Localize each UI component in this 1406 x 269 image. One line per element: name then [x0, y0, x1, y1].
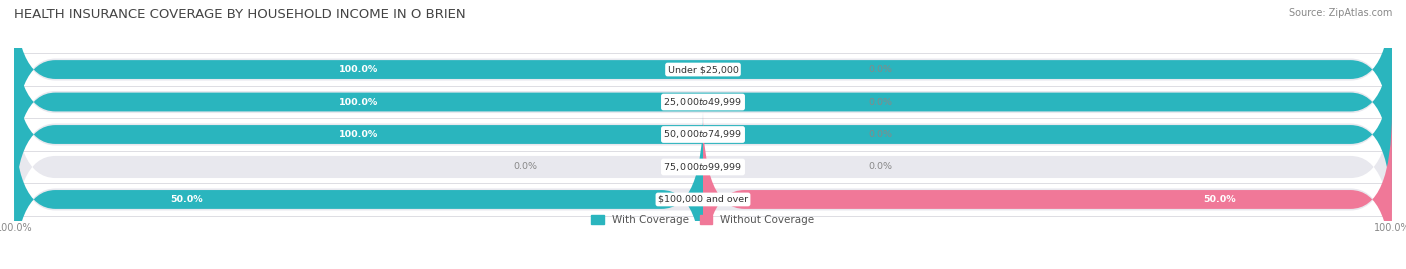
- FancyBboxPatch shape: [14, 14, 1392, 190]
- Text: 0.0%: 0.0%: [869, 162, 893, 171]
- Text: 0.0%: 0.0%: [869, 65, 893, 74]
- Text: 0.0%: 0.0%: [869, 130, 893, 139]
- FancyBboxPatch shape: [703, 111, 1392, 269]
- FancyBboxPatch shape: [14, 81, 1392, 253]
- Text: Source: ZipAtlas.com: Source: ZipAtlas.com: [1288, 8, 1392, 18]
- Text: $75,000 to $99,999: $75,000 to $99,999: [664, 161, 742, 173]
- FancyBboxPatch shape: [14, 47, 1392, 222]
- FancyBboxPatch shape: [14, 16, 1392, 188]
- Text: 100.0%: 100.0%: [339, 65, 378, 74]
- FancyBboxPatch shape: [14, 113, 1392, 269]
- FancyBboxPatch shape: [14, 48, 1392, 221]
- Legend: With Coverage, Without Coverage: With Coverage, Without Coverage: [588, 211, 818, 229]
- Text: 50.0%: 50.0%: [170, 195, 202, 204]
- Text: Under $25,000: Under $25,000: [668, 65, 738, 74]
- Text: HEALTH INSURANCE COVERAGE BY HOUSEHOLD INCOME IN O BRIEN: HEALTH INSURANCE COVERAGE BY HOUSEHOLD I…: [14, 8, 465, 21]
- Text: 100.0%: 100.0%: [339, 130, 378, 139]
- Text: 0.0%: 0.0%: [869, 98, 893, 107]
- FancyBboxPatch shape: [14, 111, 703, 269]
- FancyBboxPatch shape: [14, 0, 1392, 158]
- Text: 0.0%: 0.0%: [513, 162, 537, 171]
- Text: $50,000 to $74,999: $50,000 to $74,999: [664, 129, 742, 140]
- Text: 50.0%: 50.0%: [1204, 195, 1236, 204]
- Text: $100,000 and over: $100,000 and over: [658, 195, 748, 204]
- FancyBboxPatch shape: [14, 0, 1392, 156]
- Text: 100.0%: 100.0%: [339, 98, 378, 107]
- Text: $25,000 to $49,999: $25,000 to $49,999: [664, 96, 742, 108]
